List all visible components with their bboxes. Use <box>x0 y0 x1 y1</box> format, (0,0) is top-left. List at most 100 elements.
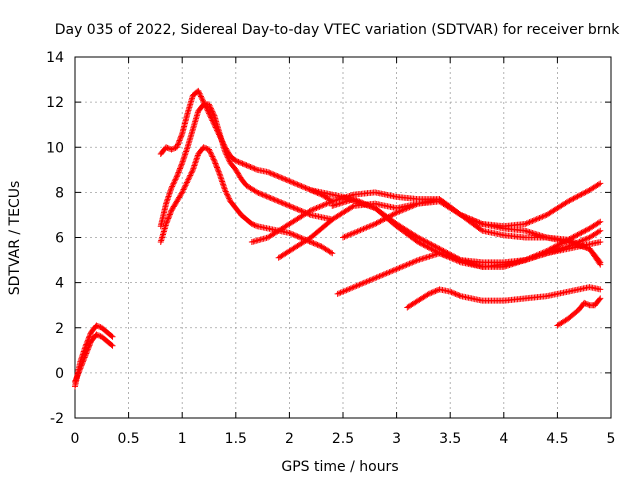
data-point <box>78 362 85 369</box>
data-point <box>224 191 231 198</box>
data-point <box>309 239 316 246</box>
data-point <box>206 101 212 108</box>
data-point <box>357 227 364 234</box>
data-point <box>345 232 352 239</box>
data-point <box>581 299 588 306</box>
data-point <box>256 190 263 197</box>
data-point <box>386 213 393 220</box>
data-point <box>410 202 417 209</box>
data-point <box>285 177 292 184</box>
data-point <box>565 236 572 243</box>
data-point <box>165 215 172 222</box>
data-point <box>420 237 427 244</box>
data-point <box>208 152 215 159</box>
data-point <box>86 333 93 340</box>
series-track-4 <box>157 101 336 230</box>
data-point <box>286 202 293 209</box>
y-tick-label: -2 <box>50 411 64 427</box>
data-point <box>585 301 592 308</box>
data-point <box>242 161 249 168</box>
data-point <box>432 243 439 250</box>
data-point <box>455 292 462 299</box>
data-point <box>477 220 484 227</box>
data-point <box>553 243 560 250</box>
data-point <box>326 199 333 206</box>
data-point <box>93 322 100 329</box>
data-point <box>597 227 604 234</box>
data-point <box>235 158 242 165</box>
data-point <box>177 165 184 172</box>
data-point <box>319 202 326 209</box>
x-tick-label: 0.5 <box>117 431 139 447</box>
data-point <box>348 230 355 237</box>
data-point <box>174 170 181 177</box>
data-point <box>282 176 289 183</box>
data-point <box>417 235 424 242</box>
data-point <box>223 189 230 196</box>
data-point <box>224 154 231 161</box>
data-point <box>532 216 539 223</box>
data-point <box>307 207 314 214</box>
data-point <box>312 205 319 212</box>
x-tick-label: 3 <box>392 431 401 447</box>
series-track-11 <box>340 180 604 241</box>
data-point <box>240 161 247 168</box>
data-point <box>185 175 192 182</box>
data-point <box>171 145 178 152</box>
data-point <box>469 216 476 223</box>
data-point <box>406 204 413 211</box>
data-point <box>575 231 582 238</box>
data-point <box>581 228 588 235</box>
data-point <box>473 218 480 225</box>
data-point <box>199 96 206 103</box>
data-point <box>324 200 331 207</box>
data-point <box>169 145 176 152</box>
data-point <box>574 193 581 200</box>
data-point <box>448 289 455 296</box>
data-point <box>413 201 420 208</box>
data-point <box>337 289 344 296</box>
data-point <box>354 228 361 235</box>
data-point <box>353 228 360 235</box>
data-point <box>266 194 273 201</box>
data-point <box>387 268 394 275</box>
data-point <box>403 205 410 212</box>
data-point <box>452 290 459 297</box>
data-point <box>463 214 470 221</box>
data-point <box>210 154 217 161</box>
data-point <box>293 232 300 239</box>
data-point <box>573 232 580 239</box>
data-point <box>385 269 392 276</box>
data-point <box>597 218 604 225</box>
data-point <box>293 180 300 187</box>
data-point <box>268 170 275 177</box>
data-point <box>209 153 216 160</box>
data-point <box>460 213 467 220</box>
data-point <box>173 173 180 180</box>
data-point <box>314 241 321 248</box>
data-point <box>283 201 290 208</box>
data-point <box>389 267 396 274</box>
data-point <box>180 186 187 193</box>
data-point <box>94 323 101 330</box>
data-point <box>527 218 534 225</box>
data-point <box>234 158 241 165</box>
data-point <box>399 263 406 270</box>
data-point <box>316 203 323 210</box>
data-point <box>572 240 579 247</box>
data-point <box>170 180 177 187</box>
data-point <box>582 236 589 243</box>
data-point <box>375 273 382 280</box>
data-point <box>555 241 562 248</box>
x-tick-label: 0 <box>71 431 80 447</box>
data-point <box>585 235 592 242</box>
data-point <box>595 228 602 235</box>
data-point <box>289 231 296 238</box>
data-point <box>369 203 376 210</box>
data-point <box>271 196 278 203</box>
data-point <box>367 276 374 283</box>
data-point <box>355 197 362 204</box>
data-point <box>248 220 255 227</box>
data-point <box>223 151 230 158</box>
data-point <box>431 242 438 249</box>
